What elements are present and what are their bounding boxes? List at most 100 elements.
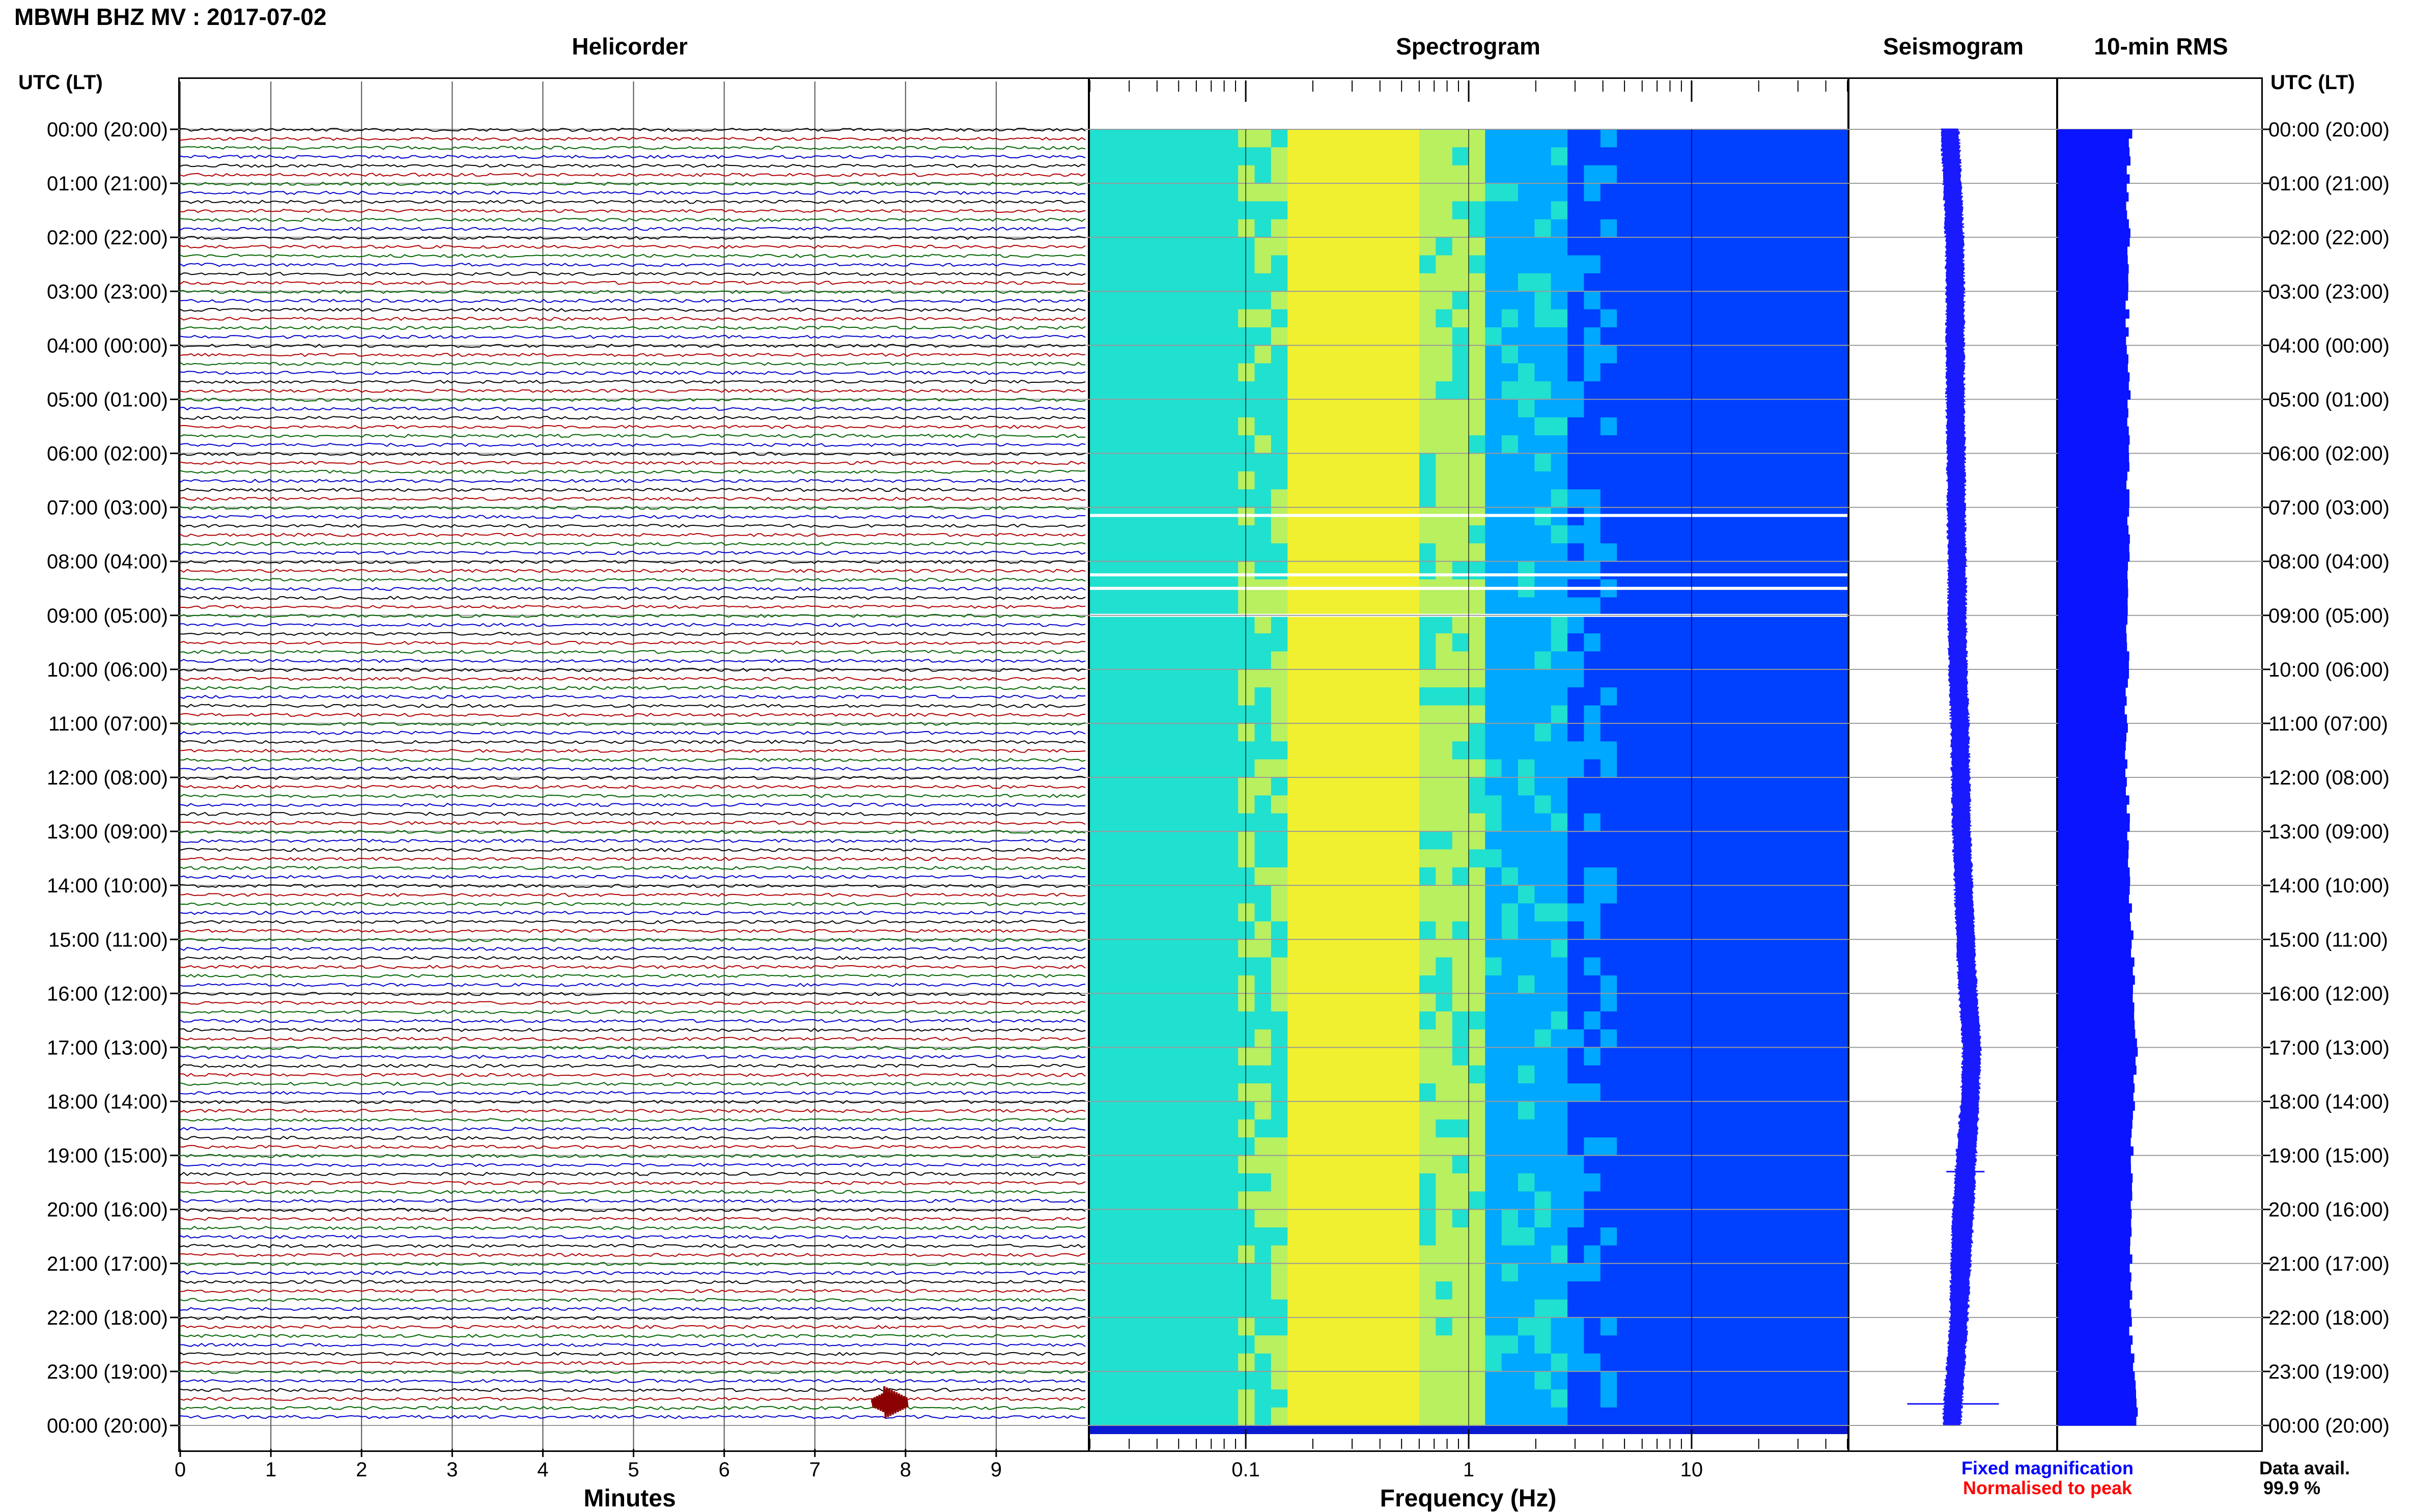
spectrogram-cell	[1337, 813, 1354, 832]
spectrogram-cell	[1666, 471, 1684, 490]
spectrogram-cell	[1551, 957, 1568, 976]
helicorder-trace	[180, 154, 1086, 159]
spectrogram-cell	[1534, 561, 1552, 580]
spectrogram-cell	[1353, 885, 1370, 904]
spectrogram-cell	[1386, 435, 1404, 454]
spectrogram-cell	[1798, 1011, 1815, 1030]
spectrogram-cell	[1831, 1299, 1848, 1318]
spectrogram-cell	[1139, 381, 1157, 400]
spectrogram-cell	[1205, 687, 1222, 706]
spectrogram-cell	[1617, 471, 1634, 490]
spectrogram-cell	[1287, 399, 1305, 418]
spectrogram-cell	[1469, 165, 1486, 184]
spectrogram-cell	[1254, 471, 1272, 490]
spectrogram-cell	[1518, 525, 1535, 544]
spectrogram-cell	[1649, 1299, 1667, 1318]
spectrogram-cell	[1436, 777, 1453, 796]
rms-bar	[2058, 174, 2130, 184]
helicorder-trace	[180, 469, 1086, 474]
spectrogram-cell	[1831, 813, 1848, 832]
spectrogram-cell	[1353, 309, 1370, 328]
spectrogram-cell	[1320, 561, 1337, 580]
spectrogram-cell	[1419, 273, 1437, 292]
spectrogram-cell	[1156, 633, 1173, 652]
rms-bar	[2058, 462, 2129, 472]
spectrogram-cell	[1600, 705, 1617, 724]
spectrogram-cell	[1320, 1191, 1337, 1210]
spectrogram-cell	[1369, 687, 1387, 706]
spectrogram-cell	[1452, 759, 1469, 778]
spectrogram-cell	[1271, 633, 1288, 652]
spectrogram-cell	[1814, 1335, 1832, 1354]
spectrogram-cell	[1600, 867, 1617, 886]
spectrogram-cell	[1732, 777, 1749, 796]
spectrogram-cell	[1205, 1065, 1222, 1084]
y-tick-label-right: 22:00 (18:00)	[2268, 1307, 2390, 1329]
y-tick-label-right: 10:00 (06:00)	[2268, 659, 2390, 681]
spectrogram-cell	[1666, 687, 1684, 706]
helicorder-trace	[180, 1388, 1086, 1392]
spectrogram-cell	[1649, 273, 1667, 292]
spectrogram-cell	[1254, 1245, 1272, 1264]
spectrogram-cell	[1765, 1407, 1782, 1426]
spectrogram-cell	[1287, 903, 1305, 922]
spectrogram-cell	[1205, 165, 1222, 184]
helicorder-trace	[180, 1171, 1086, 1177]
rms-bar	[2058, 354, 2128, 364]
spectrogram-cell	[1254, 1083, 1272, 1102]
spectrogram-cell	[1649, 327, 1667, 346]
spectrogram-cell	[1221, 183, 1239, 202]
spectrogram-cell	[1106, 255, 1124, 274]
spectrogram-cell	[1649, 543, 1667, 562]
spectrogram-cell	[1189, 381, 1206, 400]
spectrogram-cell	[1172, 1407, 1189, 1426]
spectrogram-cell	[1732, 255, 1749, 274]
spectrogram-cell	[1699, 957, 1716, 976]
spectrogram-cell	[1518, 363, 1535, 382]
spectrogram-cell	[1337, 939, 1354, 958]
spectrogram-cell	[1748, 1065, 1765, 1084]
spectrogram-cell	[1254, 1101, 1272, 1120]
spectrogram-cell	[1452, 525, 1469, 544]
rms-bar	[2058, 966, 2133, 976]
spectrogram-cell	[1320, 1209, 1337, 1228]
spectrogram-cell	[1452, 1263, 1469, 1282]
spectrogram-cell	[1732, 669, 1749, 688]
spectrogram-cell	[1781, 1137, 1799, 1156]
spectrogram-cell	[1798, 363, 1815, 382]
spectrogram-cell	[1156, 975, 1173, 994]
spectrogram-cell	[1732, 1155, 1749, 1174]
spectrogram-cell	[1798, 705, 1815, 724]
spectrogram-cell	[1123, 471, 1140, 490]
spectrogram-cell	[1781, 885, 1799, 904]
rms-bar	[2058, 885, 2130, 895]
spectrogram-x-tick-label: 1	[1463, 1459, 1474, 1481]
spectrogram-cell	[1337, 1389, 1354, 1408]
spectrogram-cell	[1386, 813, 1404, 832]
spectrogram-cell	[1320, 615, 1337, 634]
y-tick-label-right: 12:00 (08:00)	[2268, 767, 2390, 789]
spectrogram-cell	[1452, 1245, 1469, 1264]
spectrogram-cell	[1221, 237, 1239, 256]
spectrogram-cell	[1781, 543, 1799, 562]
spectrogram-cell	[1781, 1065, 1799, 1084]
spectrogram-cell	[1287, 1119, 1305, 1138]
spectrogram-cell	[1156, 165, 1173, 184]
spectrogram-cell	[1814, 1245, 1832, 1264]
spectrogram-cell	[1584, 1335, 1601, 1354]
spectrogram-cell	[1814, 831, 1832, 850]
spectrogram-cell	[1469, 1227, 1486, 1246]
spectrogram-cell	[1831, 1083, 1848, 1102]
spectrogram-cell	[1254, 1173, 1272, 1192]
spectrogram-cell	[1156, 993, 1173, 1012]
spectrogram-cell	[1304, 183, 1321, 202]
helicorder-trace	[180, 352, 1086, 357]
spectrogram-cell	[1469, 147, 1486, 166]
spectrogram-cell	[1106, 381, 1124, 400]
spectrogram-cell	[1106, 1407, 1124, 1426]
spectrogram-cell	[1254, 849, 1272, 868]
spectrogram-cell	[1699, 975, 1716, 994]
spectrogram-cell	[1831, 1173, 1848, 1192]
spectrogram-cell	[1452, 219, 1469, 238]
spectrogram-cell	[1271, 867, 1288, 886]
